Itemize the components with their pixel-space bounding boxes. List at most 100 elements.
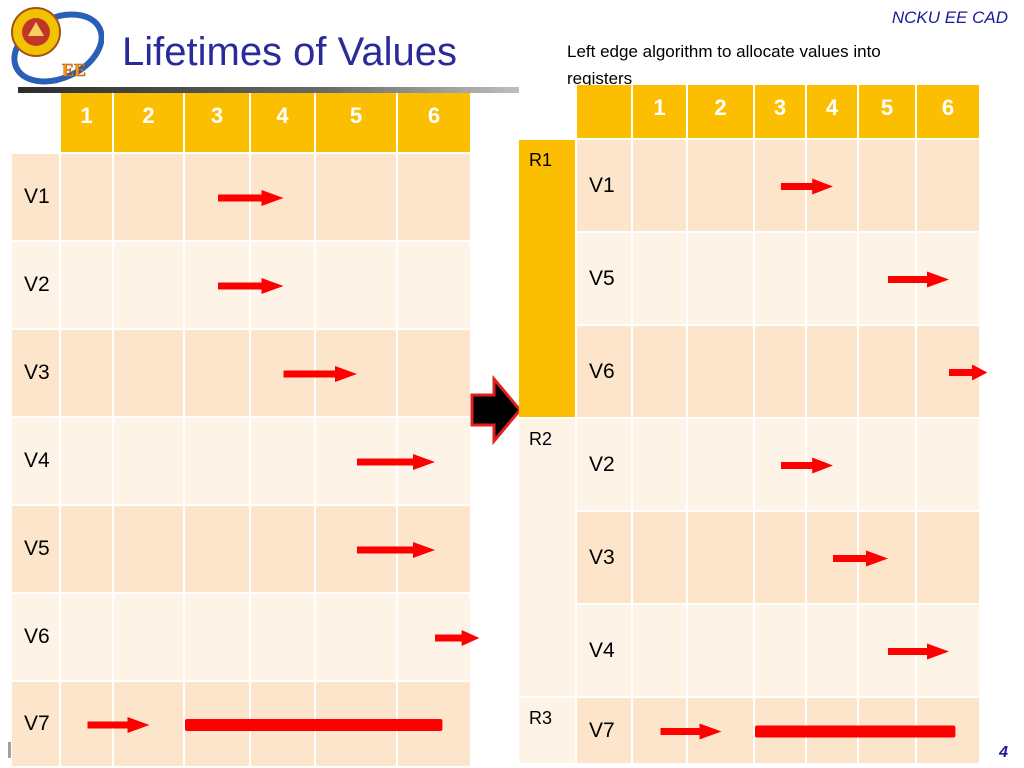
lifetime-cell: [185, 330, 251, 418]
value-label: V2: [577, 419, 633, 512]
lifetime-cell: [251, 594, 316, 682]
lifetime-cell: [859, 512, 917, 605]
value-label: V6: [12, 594, 61, 682]
value-label: V6: [577, 326, 633, 419]
lifetime-cell: [859, 419, 917, 512]
lifetime-cell: [185, 418, 251, 506]
lifetime-cell: [316, 506, 398, 594]
col-header: 4: [807, 85, 859, 140]
page-number: 4: [999, 744, 1008, 761]
lifetime-cell: [688, 698, 755, 765]
lifetime-cell: [688, 605, 755, 698]
footer-mark: [8, 742, 11, 758]
value-label: V1: [577, 140, 633, 233]
lifetime-cell: [398, 154, 472, 242]
lifetime-cell: [185, 594, 251, 682]
register-table: 1 2 3 4 5 6 R1 V1 V5 V6 R2 V2 V3 V4 R3 V7: [519, 85, 981, 765]
lifetime-table: 1 2 3 4 5 6 V1 V2 V3 V4 V5 V6 V7: [12, 93, 472, 768]
value-label: V5: [12, 506, 61, 594]
lifetime-cell: [807, 326, 859, 419]
value-label: V1: [12, 154, 61, 242]
lifetime-cell: [633, 419, 688, 512]
lifetime-cell: [917, 512, 981, 605]
register-cell: R3: [519, 698, 577, 765]
lifetime-cell: [688, 512, 755, 605]
value-label: V4: [12, 418, 61, 506]
col-header: 1: [61, 93, 114, 154]
value-label: V4: [577, 605, 633, 698]
lifetime-cell: [755, 140, 807, 233]
lifetime-cell: [398, 418, 472, 506]
lifetime-cell: [859, 605, 917, 698]
lifetime-cell: [61, 154, 114, 242]
lifetime-cell: [251, 154, 316, 242]
register-cell: R1: [519, 140, 577, 419]
col-header: 5: [859, 85, 917, 140]
lifetime-cell: [807, 140, 859, 233]
lifetime-cell: [114, 594, 185, 682]
lifetime-cell: [688, 326, 755, 419]
lifetime-cell: [316, 682, 398, 768]
lifetime-cell: [185, 682, 251, 768]
lifetime-cell: [316, 242, 398, 330]
lifetime-cell: [185, 154, 251, 242]
lifetime-cell: [316, 594, 398, 682]
lifetime-cell: [316, 418, 398, 506]
lifetime-cell: [114, 506, 185, 594]
col-header: 5: [316, 93, 398, 154]
value-label: V7: [12, 682, 61, 768]
lifetime-cell: [807, 233, 859, 326]
title-divider: [18, 87, 578, 93]
lifetime-cell: [398, 506, 472, 594]
header-corner: [12, 93, 61, 154]
lifetime-cell: [859, 233, 917, 326]
col-header: 2: [114, 93, 185, 154]
lifetime-cell: [114, 154, 185, 242]
lifetime-cell: [398, 594, 472, 682]
register-cell: R2: [519, 419, 577, 698]
lifetime-cell: [917, 419, 981, 512]
lifetime-cell: [755, 419, 807, 512]
header-corner: [519, 85, 577, 140]
ncku-ee-logo: EE: [11, 7, 104, 85]
lifetime-cell: [688, 419, 755, 512]
lifetime-cell: [807, 605, 859, 698]
lifetime-cell: [61, 506, 114, 594]
lifetime-cell: [114, 682, 185, 768]
lifetime-cell: [917, 605, 981, 698]
lifetime-cell: [859, 326, 917, 419]
value-label: V5: [577, 233, 633, 326]
col-header: 6: [398, 93, 472, 154]
lifetime-cell: [917, 326, 981, 419]
lifetime-cell: [755, 605, 807, 698]
lifetime-cell: [61, 594, 114, 682]
lifetime-cell: [185, 242, 251, 330]
lifetime-cell: [807, 512, 859, 605]
lifetime-cell: [633, 140, 688, 233]
lifetime-cell: [251, 506, 316, 594]
page-title: Lifetimes of Values: [122, 30, 457, 74]
lifetime-cell: [398, 682, 472, 768]
lifetime-cell: [61, 330, 114, 418]
lifetime-cell: [61, 242, 114, 330]
lifetime-cell: [859, 698, 917, 765]
lifetime-cell: [114, 330, 185, 418]
lifetime-cell: [633, 698, 688, 765]
algorithm-note: Left edge algorithm to allocate values i…: [567, 42, 881, 88]
lifetime-cell: [633, 233, 688, 326]
value-label: V3: [577, 512, 633, 605]
lifetime-cell: [251, 242, 316, 330]
col-header: 3: [185, 93, 251, 154]
lifetime-cell: [633, 326, 688, 419]
lifetime-cell: [917, 698, 981, 765]
lifetime-cell: [114, 418, 185, 506]
lifetime-cell: [398, 330, 472, 418]
logo-text: EE: [62, 60, 86, 80]
lifetime-cell: [917, 233, 981, 326]
lifetime-cell: [633, 512, 688, 605]
col-header: 4: [251, 93, 316, 154]
lifetime-cell: [633, 605, 688, 698]
lifetime-cell: [688, 233, 755, 326]
lifetime-cell: [807, 419, 859, 512]
transform-arrow-icon: [470, 375, 522, 445]
